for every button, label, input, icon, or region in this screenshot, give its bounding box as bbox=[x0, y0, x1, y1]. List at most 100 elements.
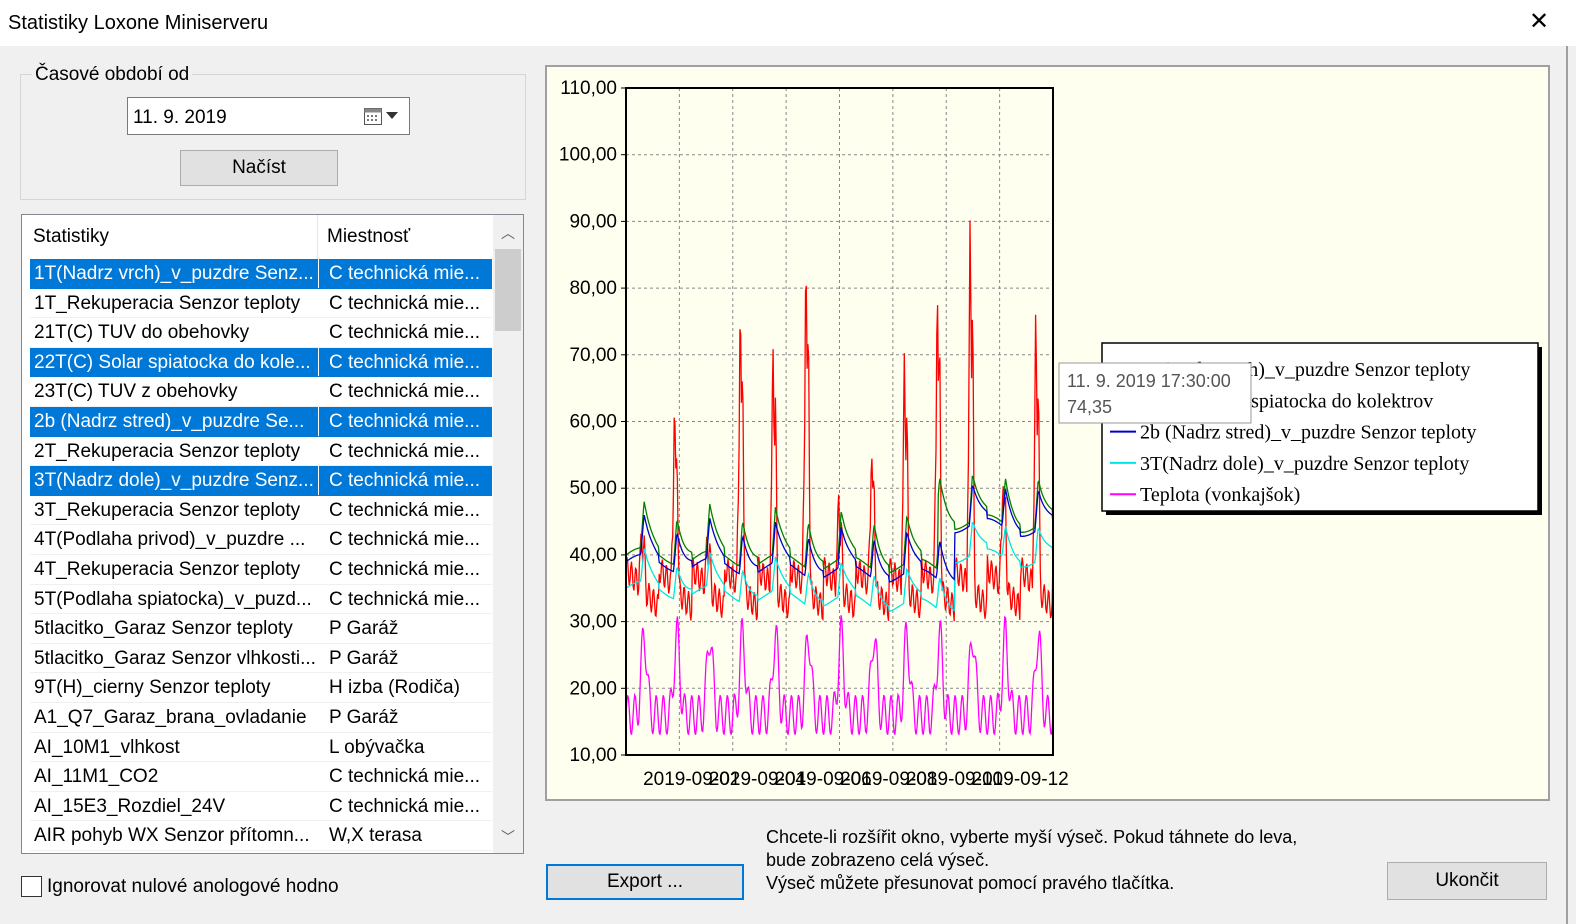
list-item-room: H izba (Rodiča) bbox=[318, 673, 492, 702]
ignore-zero-label: Ignorovat nulové anologové hodno bbox=[47, 876, 339, 897]
list-item-room: C technická mie... bbox=[318, 525, 492, 554]
scroll-thumb[interactable] bbox=[495, 249, 521, 331]
title-bar: Statistiky Loxone Miniserveru ✕ bbox=[0, 0, 1576, 46]
statistics-list[interactable]: Statistiky Miestnosť 1T(Nadrz vrch)_v_pu… bbox=[21, 214, 524, 854]
list-item[interactable]: 5tlacitko_Garaz Senzor teploty P Garáž bbox=[30, 614, 492, 644]
y-tick-label: 90,00 bbox=[569, 211, 617, 232]
chart-panel[interactable]: 110,00 100,00 90,00 80,00 70,00 60,00 50,00 40,… bbox=[545, 65, 1550, 801]
close-button[interactable]: Ukončit bbox=[1387, 862, 1547, 900]
list-item-statistic: 5tlacitko_Garaz Senzor teploty bbox=[34, 618, 293, 640]
period-group bbox=[20, 74, 526, 200]
hint-line-1: Chcete-li rozšířit okno, vyberte myší vý… bbox=[766, 827, 1298, 847]
list-item[interactable]: AIR pohyb WX Senzor přítomn... W,X terasa bbox=[30, 821, 492, 851]
list-item[interactable]: 1T(Nadrz vrch)_v_puzdre Senz... C technic… bbox=[30, 259, 492, 289]
close-icon[interactable]: ✕ bbox=[1528, 8, 1550, 35]
list-item-statistic: AI_15E3_Rozdiel_24V bbox=[34, 795, 226, 817]
tooltip-box bbox=[1058, 362, 1252, 424]
calendar-icon[interactable] bbox=[364, 108, 382, 125]
load-button[interactable]: Načíst bbox=[180, 150, 338, 186]
legend-entry: 2b (Nadrz stred)_v_puzdre Senzor teploty bbox=[1140, 422, 1477, 444]
list-item-statistic: 5tlacitko_Garaz Senzor vlhkosti... bbox=[34, 647, 316, 669]
scroll-down-icon[interactable]: ﹀ bbox=[501, 829, 515, 845]
chart[interactable]: 110,00 100,00 90,00 80,00 70,00 60,00 50,00 40,… bbox=[547, 67, 1548, 799]
hint-line-2: bude zobrazeno celá výseč. bbox=[766, 850, 990, 870]
column-header-statistics[interactable]: Statistiky bbox=[22, 215, 318, 259]
list-item-room: C technická mie... bbox=[318, 554, 492, 584]
list-item[interactable]: 9T(H)_cierny Senzor teploty H izba (Rodič… bbox=[30, 673, 492, 703]
column-header-room[interactable]: Miestnosť bbox=[327, 226, 411, 247]
list-item-room: C technická mie... bbox=[318, 584, 492, 614]
list-item[interactable]: 5tlacitko_Garaz Senzor vlhkosti... P Gará… bbox=[30, 643, 492, 674]
list-rows: 1T(Nadrz vrch)_v_puzdre Senz... C technic… bbox=[30, 259, 492, 851]
chevron-down-icon[interactable] bbox=[386, 112, 398, 119]
list-item-room: C technická mie... bbox=[318, 791, 492, 821]
list-item-statistic: 2T_Rekuperacia Senzor teploty bbox=[34, 440, 301, 462]
x-tick-label: 2019-09-02 bbox=[643, 769, 740, 790]
list-item-statistic: 23T(C) TUV z obehovky bbox=[34, 381, 238, 403]
list-item-room: C technická mie... bbox=[318, 288, 492, 318]
list-item-statistic: 1T(Nadrz vrch)_v_puzdre Senz... bbox=[34, 263, 314, 284]
list-item-room: C technická mie... bbox=[318, 406, 492, 436]
list-item[interactable]: 4T_Rekuperacia Senzor teploty C technická… bbox=[30, 554, 492, 585]
list-item-room: P Garáž bbox=[318, 643, 492, 673]
x-tick-label: 2019-09-04 bbox=[709, 769, 807, 790]
scroll-up-icon[interactable]: ︿ bbox=[501, 225, 515, 241]
list-item-room: C technická mie... bbox=[318, 762, 492, 791]
list-item-statistic: 2b (Nadrz stred)_v_puzdre Se... bbox=[34, 410, 305, 432]
series-line bbox=[625, 522, 1054, 613]
list-item-statistic: AIR pohyb WX Senzor přítomn... bbox=[34, 825, 310, 847]
list-item[interactable]: 21T(C) TUV do obehovky C technická mie... bbox=[30, 318, 492, 348]
list-item-statistic: AI_10M1_vlhkost bbox=[34, 736, 180, 758]
series-line bbox=[625, 615, 1054, 736]
x-tick-label: 2019-09-12 bbox=[972, 769, 1069, 790]
hint-text: Chcete-li rozšířit okno, vyberte myší vý… bbox=[766, 826, 1297, 895]
period-label: Časové období od bbox=[32, 64, 193, 86]
vertical-scrollbar[interactable]: ︿ ﹀ bbox=[493, 215, 523, 853]
tooltip-time: 11. 9. 2019 17:30:00 bbox=[1067, 371, 1231, 391]
ignore-zero-checkbox[interactable] bbox=[21, 876, 42, 897]
list-item[interactable]: A1_Q7_Garaz_brana_ovladanie P Garáž bbox=[30, 702, 492, 733]
list-item-room: C technická mie... bbox=[318, 259, 492, 288]
list-item-statistic: AI_11M1_CO2 bbox=[34, 766, 159, 788]
list-item-statistic: 1T_Rekuperacia Senzor teploty bbox=[34, 292, 301, 314]
list-item-statistic: 3T(Nadrz dole)_v_puzdre Senz... bbox=[34, 470, 314, 492]
date-picker[interactable]: 11. 9. 2019 bbox=[127, 97, 410, 135]
list-item[interactable]: 4T(Podlaha privod)_v_puzdre ... C technic… bbox=[30, 525, 492, 555]
series-line bbox=[625, 485, 1054, 583]
list-item-room: C technická mie... bbox=[318, 495, 492, 525]
list-item[interactable]: AI_10M1_vlhkost L obývačka bbox=[30, 732, 492, 763]
tooltip-value: 74,35 bbox=[1067, 397, 1112, 417]
list-item[interactable]: 23T(C) TUV z obehovky C technická mie... bbox=[30, 377, 492, 407]
x-tick-label: 2019-09-06 bbox=[774, 769, 871, 790]
list-item-statistic: 4T_Rekuperacia Senzor teploty bbox=[34, 558, 301, 580]
list-item-room: C technická mie... bbox=[318, 318, 492, 347]
series-line bbox=[625, 475, 1054, 574]
y-tick-label: 20,00 bbox=[569, 678, 617, 699]
window-title: Statistiky Loxone Miniserveru bbox=[8, 12, 269, 34]
y-tick-label: 10,00 bbox=[569, 745, 617, 766]
legend-entry: Teplota (vonkajšok) bbox=[1140, 484, 1300, 506]
date-value: 11. 9. 2019 bbox=[133, 107, 227, 128]
list-item[interactable]: AI_11M1_CO2 C technická mie... bbox=[30, 762, 492, 792]
y-tick-label: 110,00 bbox=[560, 78, 617, 99]
list-item[interactable]: AI_15E3_Rozdiel_24V C technická mie... bbox=[30, 791, 492, 822]
x-tick-label: 2019-09-08 bbox=[840, 769, 937, 790]
list-item[interactable]: 5T(Podlaha spiatocka)_v_puzd... C technic… bbox=[30, 584, 492, 615]
list-item-room: C technická mie... bbox=[318, 436, 492, 466]
y-tick-label: 70,00 bbox=[569, 345, 617, 366]
list-item-room: W,X terasa bbox=[318, 821, 492, 850]
export-button[interactable]: Export ... bbox=[546, 864, 744, 900]
y-tick-label: 30,00 bbox=[569, 612, 617, 633]
list-item-statistic: 5T(Podlaha spiatocka)_v_puzd... bbox=[34, 588, 312, 610]
list-item[interactable]: 1T_Rekuperacia Senzor teploty C technická… bbox=[30, 288, 492, 319]
y-tick-label: 50,00 bbox=[569, 478, 617, 499]
legend-entry: 3T(Nadrz dole)_v_puzdre Senzor teploty bbox=[1140, 453, 1469, 475]
list-item[interactable]: 2b (Nadrz stred)_v_puzdre Se... C technic… bbox=[30, 406, 492, 437]
list-item[interactable]: 22T(C) Solar spiatocka do kole... C techn… bbox=[30, 347, 492, 378]
list-item-statistic: 21T(C) TUV do obehovky bbox=[34, 322, 250, 344]
list-item[interactable]: 2T_Rekuperacia Senzor teploty C technická… bbox=[30, 436, 492, 467]
list-item[interactable]: 3T(Nadrz dole)_v_puzdre Senz... C technic… bbox=[30, 466, 492, 496]
list-item[interactable]: 3T_Rekuperacia Senzor teploty C technická… bbox=[30, 495, 492, 526]
list-item-room: P Garáž bbox=[318, 614, 492, 643]
y-tick-label: 40,00 bbox=[569, 545, 617, 566]
